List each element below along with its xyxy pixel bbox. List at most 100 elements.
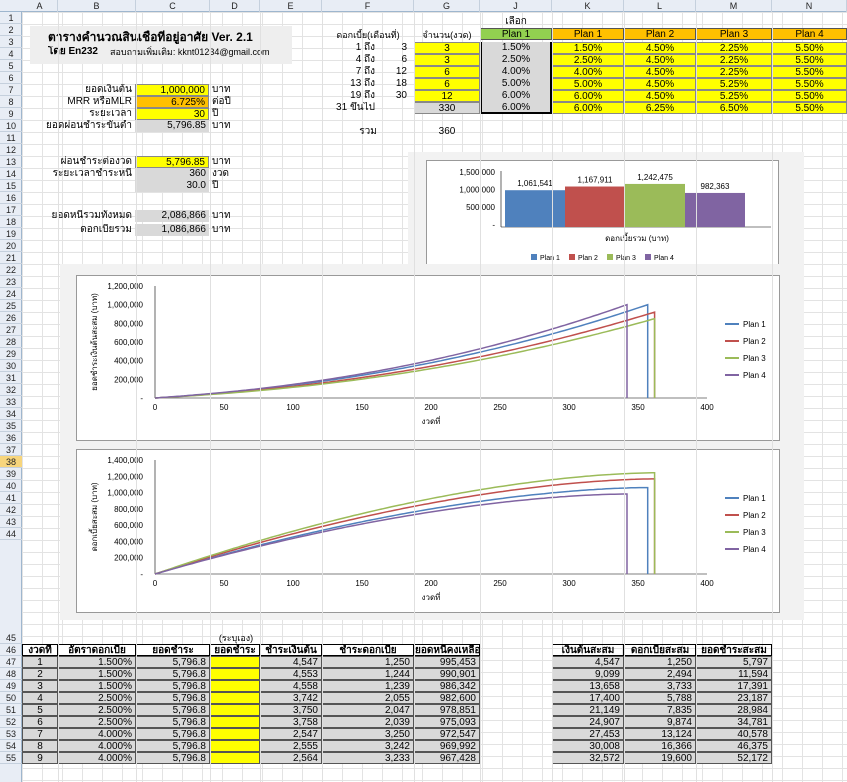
rate-p2[interactable]: 4.50% — [624, 42, 696, 54]
row-header-42[interactable]: 42 — [0, 504, 22, 516]
rate-p2[interactable]: 4.50% — [624, 90, 696, 102]
row-header-13[interactable]: 13 — [0, 156, 22, 168]
rate-p4[interactable]: 5.50% — [772, 54, 847, 66]
row-header-23[interactable]: 23 — [0, 276, 22, 288]
term-input[interactable]: 30 — [135, 108, 209, 120]
col-header-D[interactable]: D — [210, 0, 260, 12]
rate-p3[interactable]: 2.25% — [696, 42, 772, 54]
row-header-43[interactable]: 43 — [0, 516, 22, 528]
rate-p2[interactable]: 4.50% — [624, 78, 696, 90]
row-header-45[interactable]: 45 — [0, 632, 22, 644]
row-header-51[interactable]: 51 — [0, 704, 22, 716]
rate-p1[interactable]: 5.00% — [552, 78, 624, 90]
col-header-L[interactable]: L — [624, 0, 696, 12]
row-header-50[interactable]: 50 — [0, 692, 22, 704]
row-header-55[interactable]: 55 — [0, 752, 22, 764]
series-4[interactable] — [154, 493, 628, 575]
row-header-9[interactable]: 9 — [0, 108, 22, 120]
rate-p1[interactable]: 1.50% — [552, 42, 624, 54]
row-header-5[interactable]: 5 — [0, 60, 22, 72]
rate-p1[interactable]: 2.50% — [552, 54, 624, 66]
row-header-21[interactable]: 21 — [0, 252, 22, 264]
rate-p1[interactable]: 4.00% — [552, 66, 624, 78]
rate-count[interactable]: 3 — [414, 42, 480, 54]
row-header-20[interactable]: 20 — [0, 240, 22, 252]
row-header-31[interactable]: 31 — [0, 372, 22, 384]
row-header-16[interactable]: 16 — [0, 192, 22, 204]
row-header-26[interactable]: 26 — [0, 312, 22, 324]
row-header-6[interactable]: 6 — [0, 72, 22, 84]
row-header-52[interactable]: 52 — [0, 716, 22, 728]
rate-count[interactable]: 330 — [414, 102, 480, 114]
col-header-N[interactable]: N — [772, 0, 847, 12]
col-header-E[interactable]: E — [260, 0, 322, 12]
row-header-4[interactable]: 4 — [0, 48, 22, 60]
bar-3[interactable] — [625, 183, 685, 227]
series-4[interactable] — [154, 303, 628, 399]
rate-count[interactable]: 6 — [414, 78, 480, 90]
principal-line-chart[interactable]: 1,200,000 1,000,000 800,000 600,000 400,000 2… — [76, 275, 780, 441]
col-header-C[interactable]: C — [136, 0, 210, 12]
rate-p3[interactable]: 2.25% — [696, 54, 772, 66]
rate-p3[interactable]: 5.25% — [696, 90, 772, 102]
rate-p4[interactable]: 5.50% — [772, 66, 847, 78]
row-header-33[interactable]: 33 — [0, 396, 22, 408]
row-header-36[interactable]: 36 — [0, 432, 22, 444]
manual-payment-input[interactable] — [210, 692, 260, 704]
row-header-46[interactable]: 46 — [0, 644, 22, 656]
series-1[interactable] — [154, 486, 649, 575]
bar-4[interactable] — [685, 192, 745, 227]
row-header-44[interactable]: 44 — [0, 528, 22, 540]
row-header-2[interactable]: 2 — [0, 24, 22, 36]
row-header-14[interactable]: 14 — [0, 168, 22, 180]
rate-p2[interactable]: 6.25% — [624, 102, 696, 114]
row-header-37[interactable]: 37 — [0, 444, 22, 456]
col-header-B[interactable]: B — [58, 0, 136, 12]
row-header-24[interactable]: 24 — [0, 288, 22, 300]
row-header-48[interactable]: 48 — [0, 668, 22, 680]
row-header-22[interactable]: 22 — [0, 264, 22, 276]
row-header-28[interactable]: 28 — [0, 336, 22, 348]
rate-count[interactable]: 6 — [414, 66, 480, 78]
rate-p1[interactable]: 6.00% — [552, 90, 624, 102]
row-header-17[interactable]: 17 — [0, 204, 22, 216]
manual-payment-input[interactable] — [210, 752, 260, 764]
row-header-18[interactable]: 18 — [0, 216, 22, 228]
col-header-F[interactable]: F — [322, 0, 414, 12]
manual-payment-input[interactable] — [210, 680, 260, 692]
rate-p1[interactable]: 6.00% — [552, 102, 624, 114]
row-header-25[interactable]: 25 — [0, 300, 22, 312]
row-header-38[interactable]: 38 — [0, 456, 22, 468]
bar-chart[interactable]: 1,500,0001,000,000500,000-1,061,5411,167… — [426, 160, 779, 270]
row-header-3[interactable]: 3 — [0, 36, 22, 48]
rate-p4[interactable]: 5.50% — [772, 102, 847, 114]
manual-payment-input[interactable] — [210, 668, 260, 680]
rate-count[interactable]: 12 — [414, 90, 480, 102]
rate-p4[interactable]: 5.50% — [772, 90, 847, 102]
col-header-A[interactable]: A — [22, 0, 58, 12]
series-3[interactable] — [154, 472, 656, 575]
row-header-15[interactable]: 15 — [0, 180, 22, 192]
rate-p3[interactable]: 2.25% — [696, 66, 772, 78]
rate-p3[interactable]: 6.50% — [696, 102, 772, 114]
row-header-30[interactable]: 30 — [0, 360, 22, 372]
bar-1[interactable] — [505, 190, 565, 227]
row-header-53[interactable]: 53 — [0, 728, 22, 740]
row-header-41[interactable]: 41 — [0, 492, 22, 504]
manual-payment-input[interactable] — [210, 740, 260, 752]
manual-payment-input[interactable] — [210, 728, 260, 740]
row-header-39[interactable]: 39 — [0, 468, 22, 480]
col-header-K[interactable]: K — [552, 0, 624, 12]
series-2[interactable] — [154, 311, 656, 399]
col-header-J[interactable]: J — [480, 0, 552, 12]
rate-p2[interactable]: 4.50% — [624, 66, 696, 78]
mrr-input[interactable]: 6.725% — [135, 96, 209, 108]
row-header-54[interactable]: 54 — [0, 740, 22, 752]
rate-p4[interactable]: 5.50% — [772, 78, 847, 90]
loan-input[interactable]: 1,000,000 — [135, 84, 209, 96]
bar-2[interactable] — [565, 186, 625, 227]
row-header-19[interactable]: 19 — [0, 228, 22, 240]
manual-payment-input[interactable] — [210, 716, 260, 728]
row-header-40[interactable]: 40 — [0, 480, 22, 492]
row-header-11[interactable]: 11 — [0, 132, 22, 144]
